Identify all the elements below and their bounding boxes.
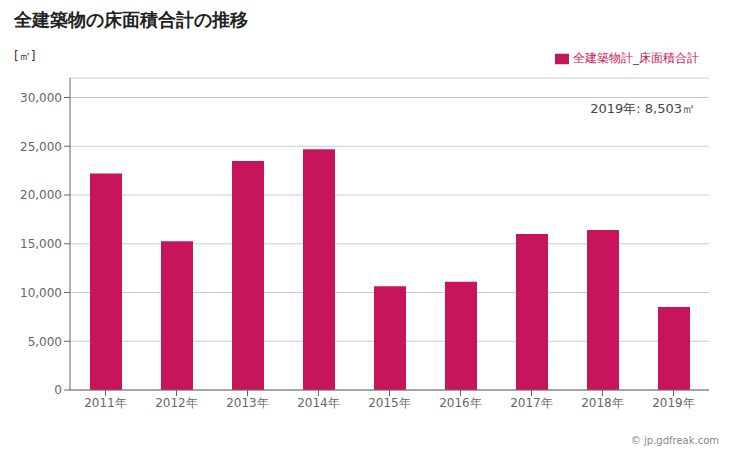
svg-text:2019年: 2019年 bbox=[652, 396, 695, 410]
svg-text:2017年: 2017年 bbox=[510, 396, 553, 410]
html-text:全建築物計_床面積合計: 全建築物計_床面積合計 bbox=[573, 51, 699, 65]
svg-text:0: 0 bbox=[54, 383, 62, 397]
svg-text:2016年: 2016年 bbox=[439, 396, 482, 410]
svg-text:2013年: 2013年 bbox=[226, 396, 269, 410]
html-text:全建築物の床面積合計の推移: 全建築物の床面積合計の推移 bbox=[14, 9, 248, 30]
svg-text:5,000: 5,000 bbox=[28, 335, 62, 349]
svg-text:2011年: 2011年 bbox=[84, 396, 127, 410]
svg-text:2015年: 2015年 bbox=[368, 396, 411, 410]
svg-text:10,000: 10,000 bbox=[20, 286, 62, 300]
svg-text:2014年: 2014年 bbox=[297, 396, 340, 410]
svg-text:30,000: 30,000 bbox=[20, 91, 62, 105]
svg-text:15,000: 15,000 bbox=[20, 237, 62, 251]
svg-text:20,000: 20,000 bbox=[20, 188, 62, 202]
svg-text:25,000: 25,000 bbox=[20, 140, 62, 154]
svg-text:2012年: 2012年 bbox=[155, 396, 198, 410]
html-text:© jp.gdfreak.com: © jp.gdfreak.com bbox=[630, 435, 719, 446]
svg-text:2018年: 2018年 bbox=[581, 396, 624, 410]
html-text:2019年: 8,503㎡: 2019年: 8,503㎡ bbox=[590, 101, 695, 116]
